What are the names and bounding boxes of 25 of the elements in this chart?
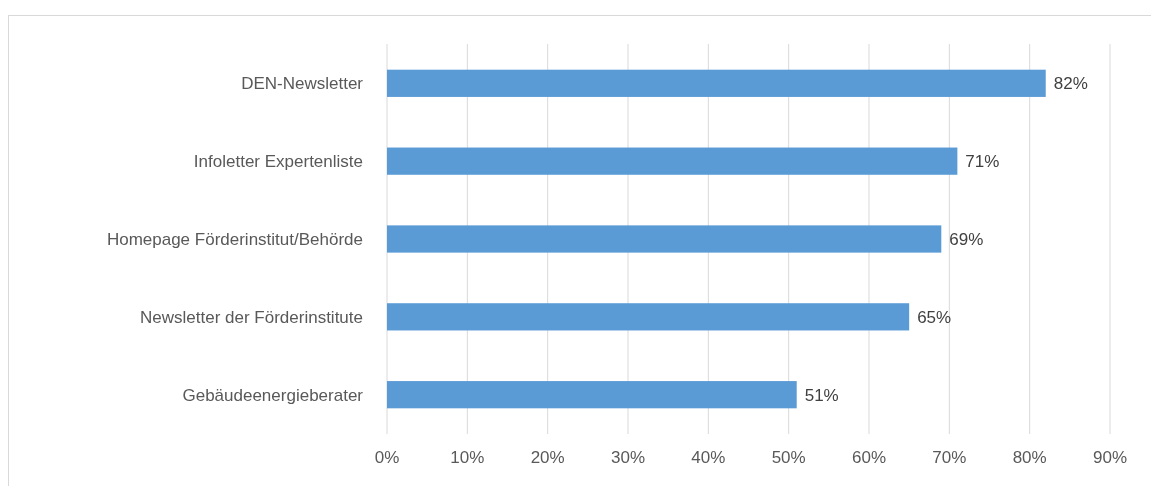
bar (387, 69, 1046, 97)
bar (387, 381, 797, 409)
bar (387, 147, 958, 175)
data-label: 65% (917, 307, 952, 327)
x-tick-label: 40% (691, 448, 726, 467)
x-tick-label: 80% (1012, 448, 1047, 467)
bar (387, 303, 910, 331)
bar (387, 225, 942, 253)
x-tick-label: 50% (771, 448, 806, 467)
y-tick-label: Gebäudeenergieberater (182, 385, 364, 405)
y-tick-label: Infoletter Expertenliste (193, 152, 363, 172)
x-tick-label: 60% (851, 448, 887, 467)
y-tick-label: Newsletter der Förderinstitute (140, 307, 363, 327)
data-label: 51% (804, 385, 839, 405)
data-label: 69% (949, 229, 984, 249)
x-tick-label: 10% (450, 448, 485, 467)
x-tick-label: 0% (374, 448, 400, 467)
x-tick-label: 90% (1092, 448, 1128, 467)
y-tick-label: DEN-Newsletter (241, 74, 364, 94)
x-tick-label: 70% (932, 448, 967, 467)
x-tick-label: 20% (530, 448, 565, 467)
y-tick-label: Homepage Förderinstitut/Behörde (106, 229, 363, 249)
data-label: 82% (1053, 74, 1088, 94)
x-tick-label: 30% (610, 448, 646, 467)
data-label: 71% (965, 152, 1000, 172)
